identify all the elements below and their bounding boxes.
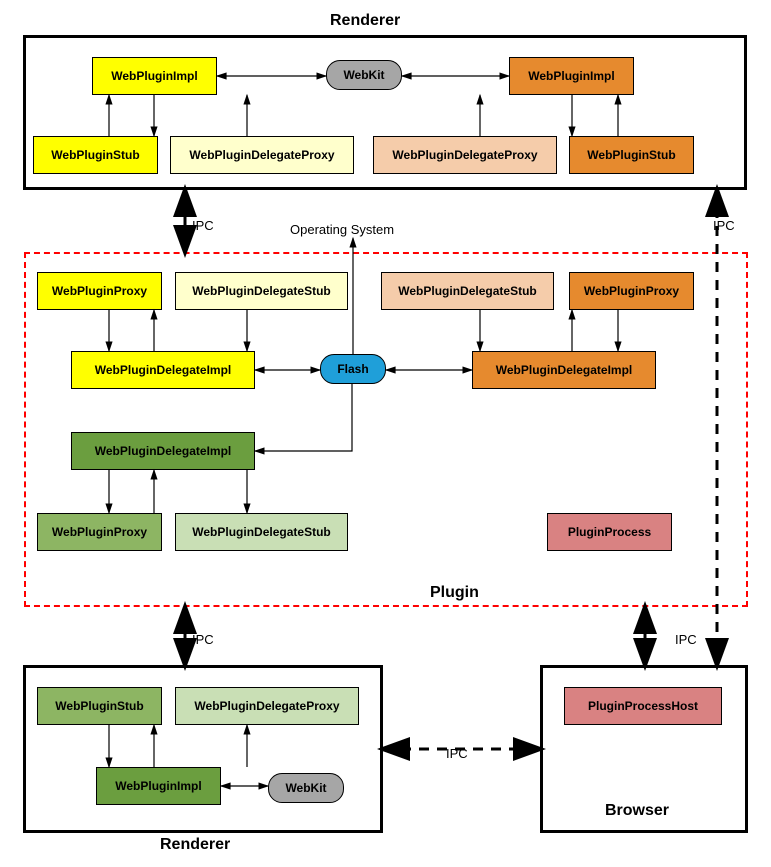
node-wpds_or: WebPluginDelegateStub: [381, 272, 554, 310]
node-wps_l: WebPluginStub: [33, 136, 158, 174]
node-wpds_gr: WebPluginDelegateStub: [175, 513, 348, 551]
title-plugin: Plugin: [430, 584, 479, 602]
diagram-canvas: Renderer Plugin Renderer Browser WebPluginIm…: [0, 0, 771, 867]
label-2: IPC: [713, 218, 735, 233]
node-wpp_yl: WebPluginProxy: [37, 272, 162, 310]
node-wpdp_gr: WebPluginDelegateProxy: [175, 687, 359, 725]
node-pph: PluginProcessHost: [564, 687, 722, 725]
node-wps_gr: WebPluginStub: [37, 687, 162, 725]
title-renderer_bottom: Renderer: [160, 836, 230, 854]
label-0: Operating System: [290, 222, 394, 237]
node-wpi_r: WebPluginImpl: [509, 57, 634, 95]
node-wpi_l: WebPluginImpl: [92, 57, 217, 95]
node-wpdp_l: WebPluginDelegateProxy: [170, 136, 354, 174]
label-1: IPC: [192, 218, 214, 233]
node-wpp_or: WebPluginProxy: [569, 272, 694, 310]
title-browser: Browser: [605, 802, 669, 820]
title-renderer_top: Renderer: [330, 12, 400, 30]
node-wpi_gr: WebPluginImpl: [96, 767, 221, 805]
node-wpds_yl: WebPluginDelegateStub: [175, 272, 348, 310]
label-5: IPC: [446, 746, 468, 761]
node-wpdp_r: WebPluginDelegateProxy: [373, 136, 557, 174]
node-webkit_bot: WebKit: [268, 773, 344, 803]
node-wpdi_or: WebPluginDelegateImpl: [472, 351, 656, 389]
node-wpp_gr: WebPluginProxy: [37, 513, 162, 551]
node-webkit_top: WebKit: [326, 60, 402, 90]
node-flash: Flash: [320, 354, 386, 384]
label-4: IPC: [675, 632, 697, 647]
label-3: IPC: [192, 632, 214, 647]
node-pluginprocess: PluginProcess: [547, 513, 672, 551]
node-wps_r: WebPluginStub: [569, 136, 694, 174]
node-wpdi_yl: WebPluginDelegateImpl: [71, 351, 255, 389]
node-wpdi_gr: WebPluginDelegateImpl: [71, 432, 255, 470]
